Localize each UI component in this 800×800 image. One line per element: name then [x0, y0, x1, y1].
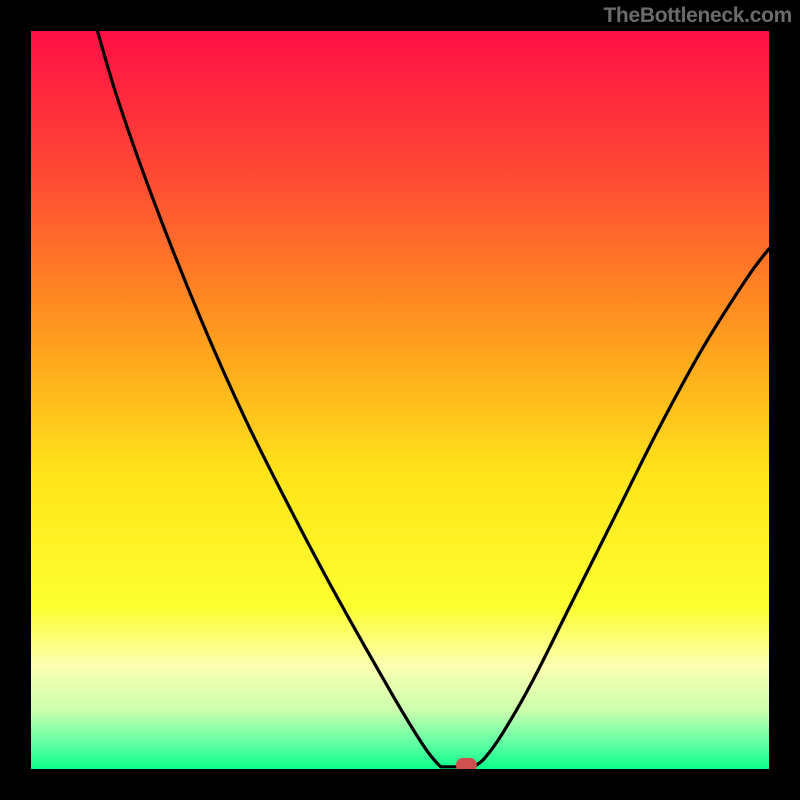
watermark-text: TheBottleneck.com — [603, 4, 792, 28]
chart-frame: TheBottleneck.com — [0, 0, 800, 800]
plot-area — [31, 31, 769, 769]
bottleneck-chart — [31, 31, 769, 769]
minimum-marker — [456, 758, 477, 769]
gradient-background — [31, 31, 769, 769]
